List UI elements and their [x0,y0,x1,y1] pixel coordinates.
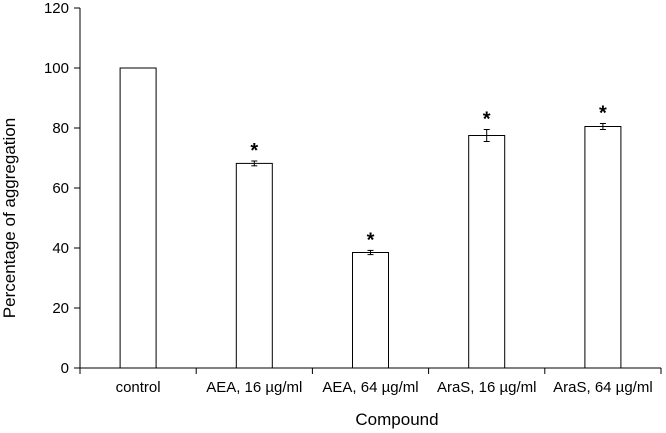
y-tick-label: 40 [52,240,69,257]
bar [584,126,622,369]
significance-marker: * [367,229,375,251]
x-tick-label: AEA, 16 µg/ml [206,379,302,396]
bar [119,67,157,369]
y-tick-label: 120 [44,0,69,17]
bar [235,162,273,369]
y-tick-label: 0 [61,360,69,377]
bar [468,135,506,369]
y-tick-label: 100 [44,60,69,77]
x-axis: control AEA, 16 µg/ml AEA, 64 µg/ml AraS, 1… [79,367,662,396]
y-tick-label: 60 [52,180,69,197]
x-tick-label: AraS, 16 µg/ml [437,379,537,396]
y-axis: 0 20 40 60 80 100 120 [44,0,81,377]
x-tick-label: AEA, 64 µg/ml [322,379,418,396]
bars: * * * * [119,67,622,369]
y-tick-label: 20 [52,300,69,317]
y-tick-label: 80 [52,120,69,137]
x-tick-label: control [116,379,161,396]
significance-marker: * [599,103,607,125]
x-tick-label: AraS, 64 µg/ml [553,379,653,396]
bar [352,252,389,369]
x-axis-title: Compound [355,410,438,429]
significance-marker: * [483,109,491,131]
significance-marker: * [250,140,258,162]
y-axis-title: Percentage of aggregation [0,118,19,318]
